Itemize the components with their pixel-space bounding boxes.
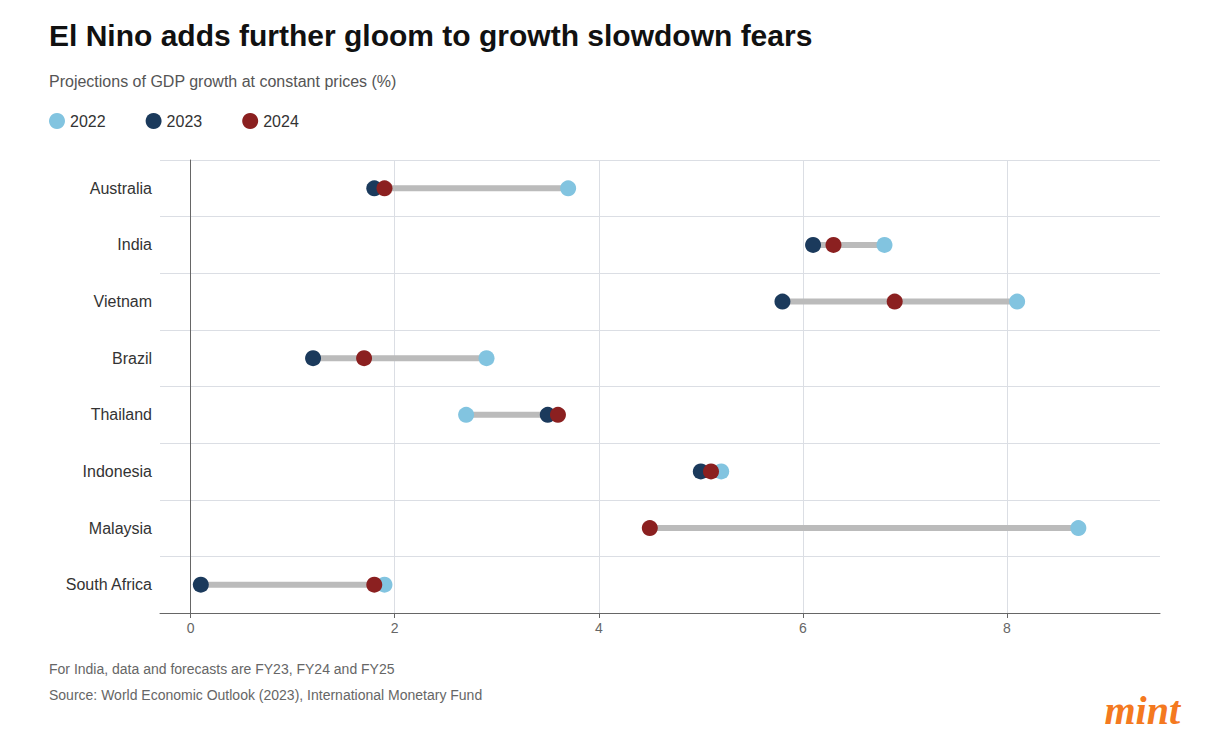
svg-text:4: 4: [595, 620, 603, 636]
svg-text:El Nino adds further gloom to: El Nino adds further gloom to growth slo…: [49, 19, 812, 52]
svg-text:8: 8: [1003, 620, 1011, 636]
svg-text:2023: 2023: [167, 113, 203, 130]
svg-text:Australia: Australia: [90, 180, 152, 197]
svg-text:Malaysia: Malaysia: [89, 520, 152, 537]
svg-text:Vietnam: Vietnam: [94, 293, 152, 310]
svg-text:India: India: [117, 236, 152, 253]
svg-text:Projections of GDP growth at c: Projections of GDP growth at constant pr…: [49, 73, 396, 90]
svg-text:6: 6: [799, 620, 807, 636]
svg-text:Brazil: Brazil: [112, 350, 152, 367]
svg-text:For India, data and forecasts: For India, data and forecasts are FY23, …: [49, 661, 395, 677]
svg-text:South Africa: South Africa: [66, 576, 152, 593]
svg-text:Source: World Economic Outlook: Source: World Economic Outlook (2023), I…: [49, 687, 482, 703]
svg-text:2024: 2024: [263, 113, 299, 130]
svg-text:Thailand: Thailand: [91, 406, 152, 423]
svg-text:0: 0: [187, 620, 195, 636]
svg-text:mint: mint: [1104, 688, 1181, 733]
svg-text:2: 2: [391, 620, 399, 636]
svg-text:2022: 2022: [70, 113, 106, 130]
svg-text:Indonesia: Indonesia: [83, 463, 152, 480]
